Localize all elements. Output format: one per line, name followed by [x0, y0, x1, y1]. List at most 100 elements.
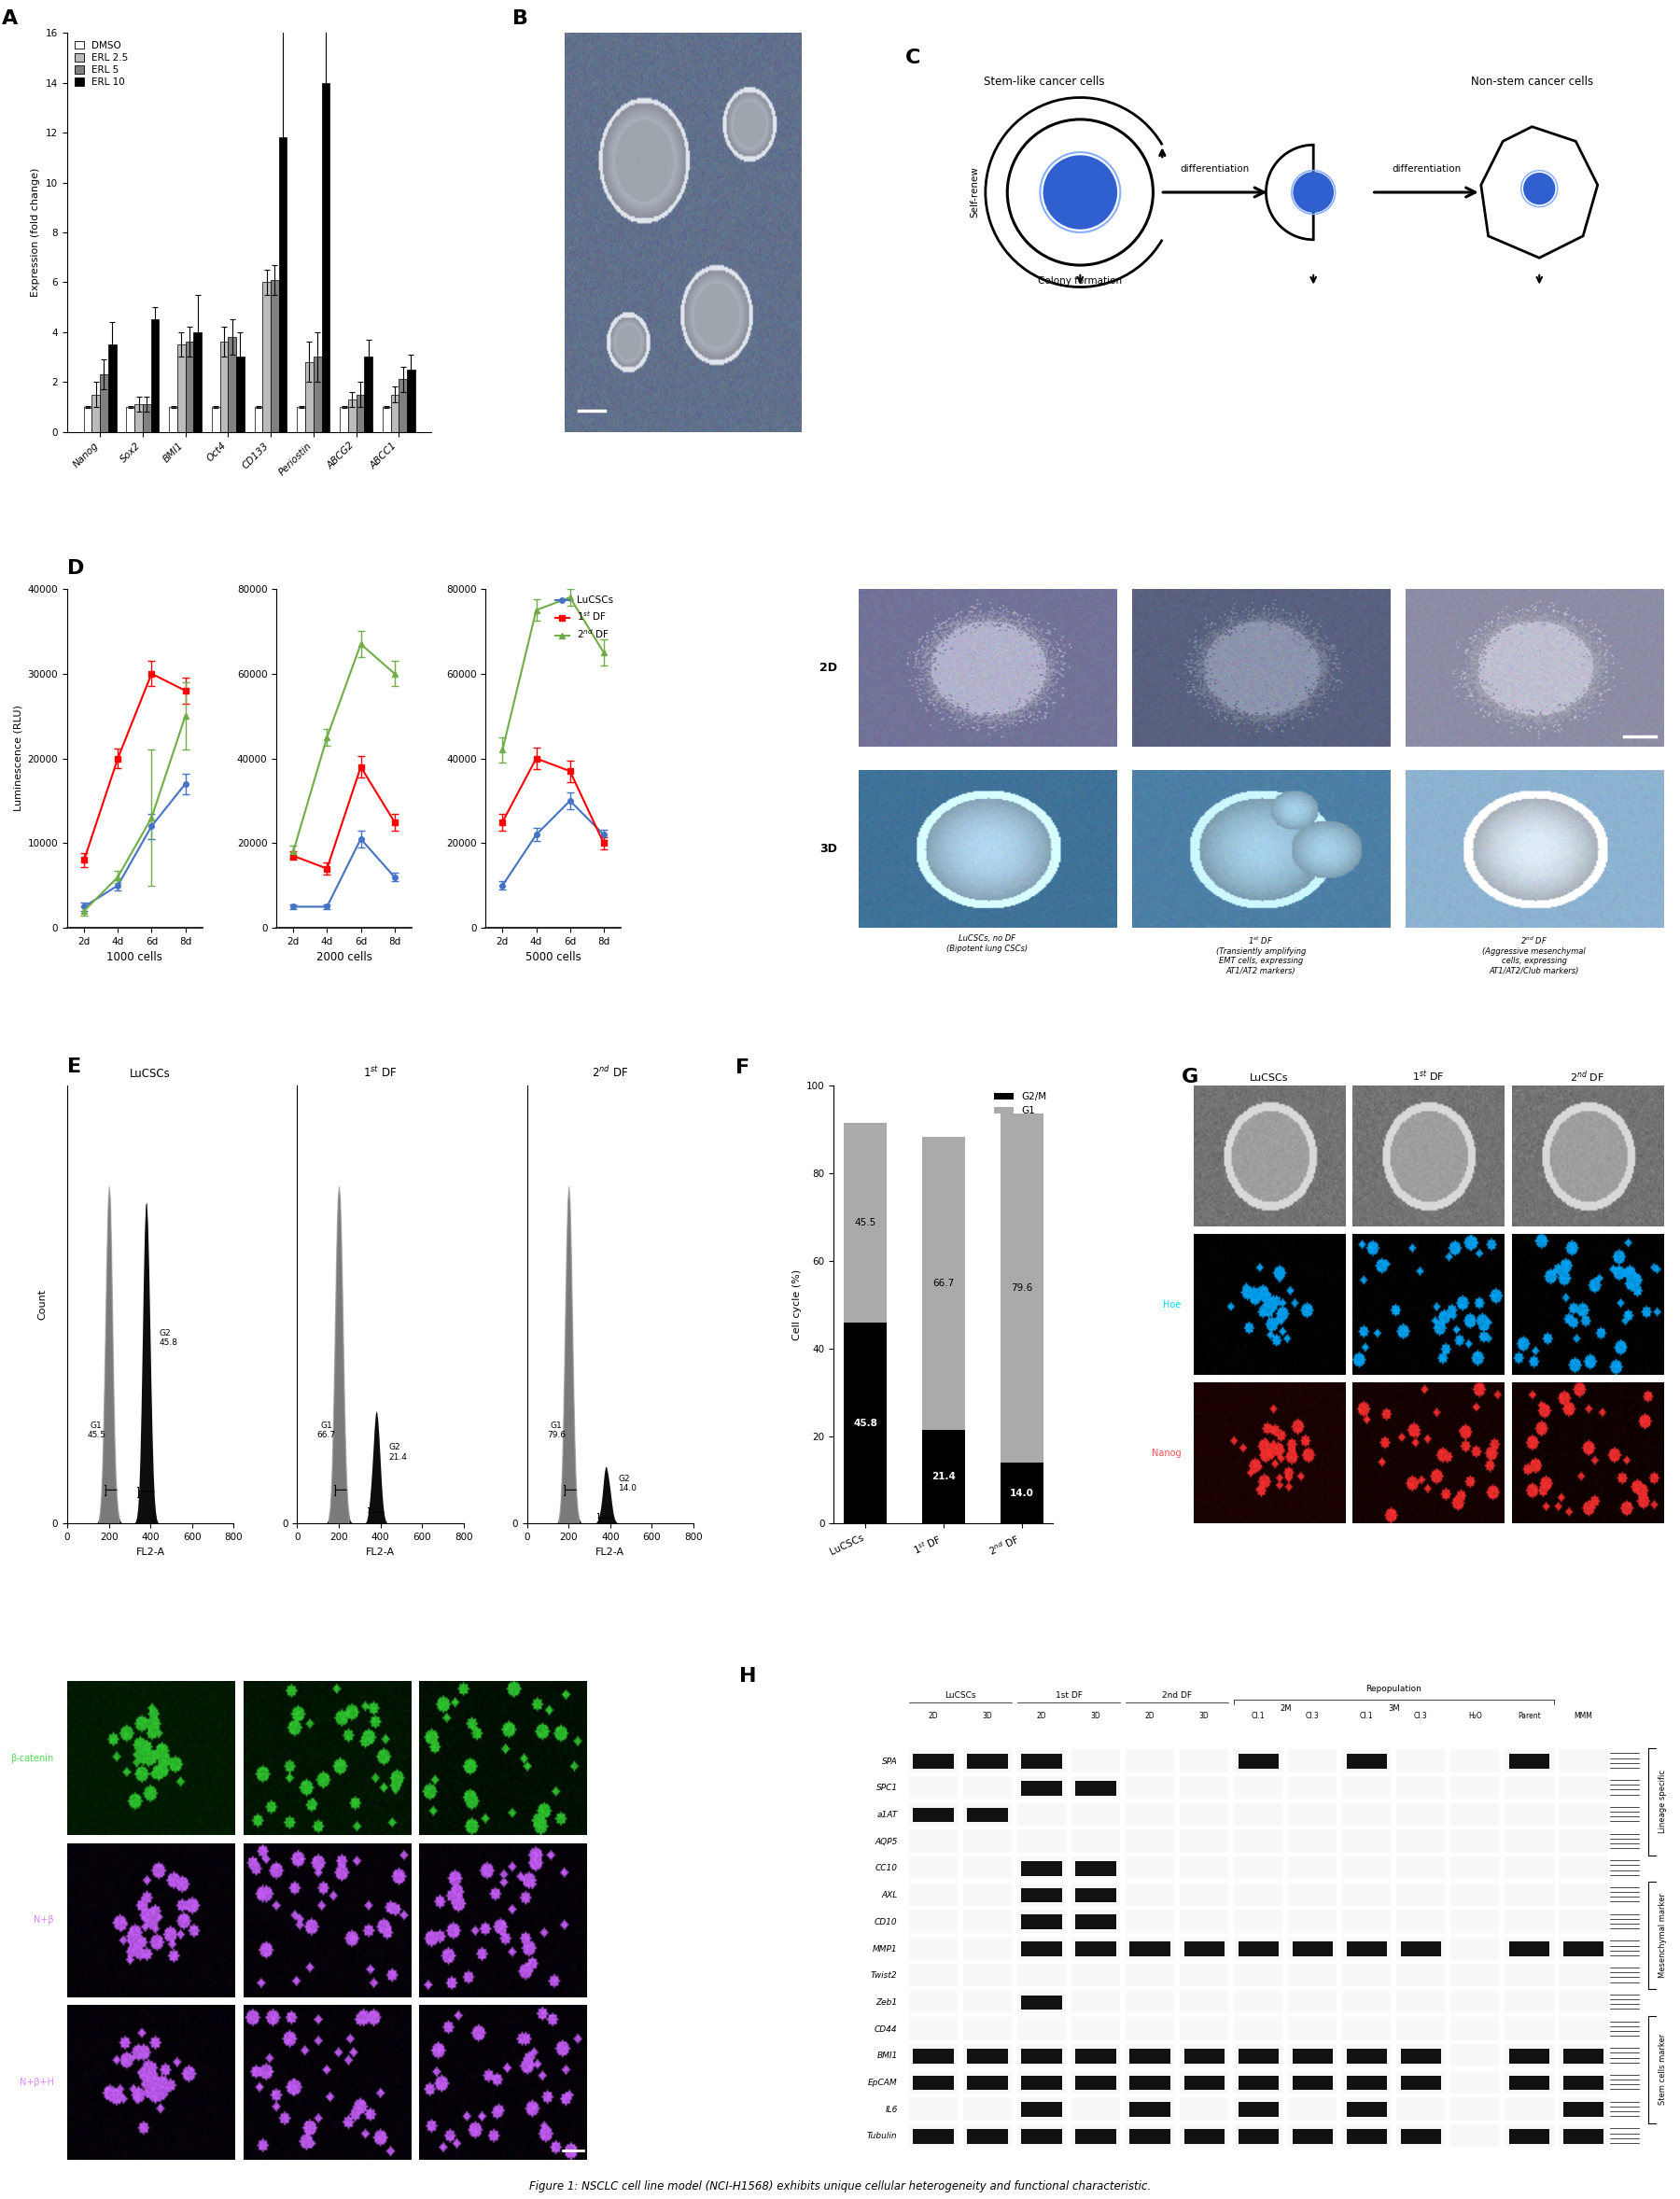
Bar	[1559, 2045, 1608, 2067]
Bar	[1289, 2071, 1337, 2093]
Bar	[1559, 1748, 1608, 1772]
Bar	[1126, 2045, 1174, 2067]
Bar	[1505, 2098, 1554, 2120]
Bar	[339, 407, 348, 431]
X-axis label: 2000 cells: 2000 cells	[316, 952, 371, 963]
Bar	[1559, 1964, 1608, 1986]
Bar	[914, 2076, 954, 2091]
Bar	[963, 2124, 1011, 2146]
Bar	[1450, 2098, 1499, 2120]
Bar	[1509, 2129, 1549, 2144]
Text: 2$^{nd}$ DF
(Aggressive mesenchymal
cells, expressing
AT1/AT2/Club markers): 2$^{nd}$ DF (Aggressive mesenchymal cell…	[1482, 935, 1586, 974]
Bar	[1396, 1990, 1445, 2014]
Text: 3D: 3D	[820, 842, 838, 855]
Bar	[178, 345, 185, 431]
Text: 2D: 2D	[1146, 1713, 1156, 1720]
Bar	[1289, 1856, 1337, 1880]
Bar	[968, 1755, 1008, 1768]
Bar	[1021, 2049, 1062, 2063]
Bar	[1018, 1856, 1067, 1880]
Bar	[1289, 2016, 1337, 2041]
Circle shape	[1008, 119, 1152, 266]
Bar	[228, 336, 237, 431]
Bar	[1450, 1830, 1499, 1852]
Bar	[909, 1882, 958, 1907]
Bar	[1075, 1942, 1116, 1957]
Bar	[1235, 1748, 1284, 1772]
Text: AXL: AXL	[882, 1891, 897, 1900]
Bar	[1396, 2016, 1445, 2041]
Bar	[1072, 2016, 1121, 2041]
Text: Cl.3: Cl.3	[1415, 1713, 1428, 1720]
Text: H₂O: H₂O	[1468, 1713, 1482, 1720]
Bar	[1235, 1856, 1284, 1880]
Bar	[963, 1830, 1011, 1852]
Bar	[1184, 2049, 1225, 2063]
Title: 1$^{st}$ DF: 1$^{st}$ DF	[1413, 1069, 1445, 1084]
Bar	[279, 139, 287, 431]
Bar	[1342, 2124, 1391, 2146]
Y-axis label: Luminescence (RLU): Luminescence (RLU)	[13, 706, 22, 811]
Bar	[1292, 2129, 1332, 2144]
Bar	[1075, 1889, 1116, 1902]
Bar	[1289, 1964, 1337, 1986]
Bar	[909, 1748, 958, 1772]
Bar	[1289, 1990, 1337, 2014]
Bar	[1401, 1942, 1441, 1957]
Bar	[1126, 1882, 1174, 1907]
Bar	[1346, 2102, 1388, 2118]
Bar	[1289, 1803, 1337, 1825]
Bar	[1559, 2124, 1608, 2146]
Y-axis label: Count: Count	[37, 1289, 47, 1319]
Text: differentiation: differentiation	[1181, 165, 1250, 174]
Text: AQP5: AQP5	[875, 1838, 897, 1845]
Bar	[1235, 1882, 1284, 1907]
Bar	[1505, 2124, 1554, 2146]
Bar	[963, 1777, 1011, 1799]
Bar	[1075, 2076, 1116, 2091]
Bar	[1179, 1990, 1228, 2014]
Text: 3D: 3D	[1090, 1713, 1100, 1720]
Text: 2nd DF: 2nd DF	[1163, 1691, 1193, 1700]
Bar	[1126, 1911, 1174, 1933]
Text: differentiation: differentiation	[1391, 165, 1462, 174]
Bar	[1342, 2016, 1391, 2041]
Bar	[1235, 2016, 1284, 2041]
Bar	[922, 1137, 964, 1429]
Bar	[1075, 1915, 1116, 1929]
Bar	[1505, 1990, 1554, 2014]
Bar	[1562, 2102, 1604, 2118]
Text: BMI1: BMI1	[877, 2052, 897, 2060]
Bar	[1559, 2071, 1608, 2093]
Bar	[1342, 2071, 1391, 2093]
Bar	[1289, 1882, 1337, 1907]
Title: LuCSCs: LuCSCs	[1250, 1073, 1289, 1084]
Bar	[1179, 1882, 1228, 1907]
Bar	[1292, 2076, 1332, 2091]
Bar	[1346, 1755, 1388, 1768]
Circle shape	[1294, 172, 1334, 213]
Bar	[963, 2071, 1011, 2093]
Bar	[1018, 1777, 1067, 1799]
Bar	[1018, 1990, 1067, 2014]
Bar	[1018, 1937, 1067, 1959]
Legend: G2/M, G1: G2/M, G1	[991, 1091, 1048, 1117]
Bar	[1401, 2049, 1441, 2063]
Bar	[968, 1808, 1008, 1823]
Bar	[1126, 2071, 1174, 2093]
X-axis label: FL2-A: FL2-A	[366, 1548, 395, 1557]
Text: Mesenchymal marker: Mesenchymal marker	[1658, 1893, 1667, 1977]
Bar	[1559, 1777, 1608, 1799]
Text: 3D: 3D	[1200, 1713, 1210, 1720]
Text: 1$^{st}$ DF
(Transiently amplifying
EMT cells, expressing
AT1/AT2 markers): 1$^{st}$ DF (Transiently amplifying EMT …	[1216, 935, 1305, 974]
Text: CD44: CD44	[875, 2025, 897, 2034]
Bar	[1018, 2071, 1067, 2093]
Text: G1
79.6: G1 79.6	[546, 1421, 566, 1440]
Text: 2M: 2M	[1280, 1704, 1292, 1713]
Bar	[909, 1937, 958, 1959]
X-axis label: FL2-A: FL2-A	[136, 1548, 165, 1557]
Bar	[1021, 2129, 1062, 2144]
Bar	[1126, 1937, 1174, 1959]
Bar	[914, 2049, 954, 2063]
Bar	[1179, 1748, 1228, 1772]
